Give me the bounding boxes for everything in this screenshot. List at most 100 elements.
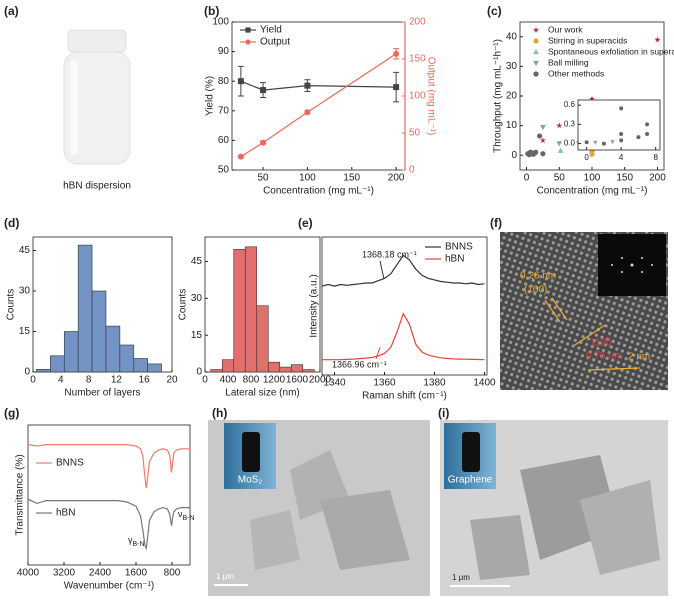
- inset-label: MoS₂: [238, 475, 263, 486]
- y-tick-label: 0: [196, 367, 202, 378]
- marker: [533, 149, 539, 155]
- x-tick-label: 8: [86, 375, 92, 386]
- bar: [50, 355, 65, 373]
- marker: [584, 140, 589, 145]
- x-tick-label: 4: [619, 153, 624, 162]
- series-line: [27, 444, 190, 489]
- legend-label: hBN: [56, 508, 75, 519]
- legend-label: Our work: [548, 24, 583, 34]
- legend-marker: [245, 27, 251, 33]
- x-tick-label: 200: [649, 173, 666, 184]
- x-tick-label: 2000: [309, 375, 332, 386]
- x-tick-label: 50: [554, 173, 566, 184]
- annotation: 1368.18 cm⁻¹: [362, 249, 417, 259]
- x-tick-label: 0: [202, 375, 208, 386]
- y-tick-label: 100: [212, 17, 229, 28]
- marker: [540, 151, 546, 157]
- bar: [233, 248, 246, 373]
- marker: [654, 36, 661, 43]
- bar: [119, 344, 135, 373]
- x-tick-label: 1200: [263, 375, 286, 386]
- x-tick-label: 3200: [53, 568, 76, 579]
- marker: [593, 140, 598, 145]
- caption: hBN dispersion: [63, 181, 131, 192]
- series-line: [27, 498, 190, 551]
- x-tick-label: 16: [139, 375, 151, 386]
- lattice-label: 0.26 nm: [520, 271, 556, 282]
- annotation: 1366.96 cm⁻¹: [332, 359, 387, 369]
- legend-label: Output: [260, 37, 290, 48]
- y2-tick-label: 100: [409, 91, 426, 102]
- bar: [147, 363, 162, 373]
- x-tick-label: 150: [343, 173, 360, 184]
- y-tick-label: 15: [191, 330, 203, 341]
- y2-tick-label: 0: [409, 165, 415, 176]
- y-tick-label: 30: [506, 61, 518, 72]
- x-tick-label: 0: [584, 153, 589, 162]
- marker: [304, 109, 311, 116]
- plot-frame: [27, 424, 191, 566]
- panel-label: (f): [490, 216, 502, 230]
- panel-labels: (a) (b) (c) (d) (e) (f) (g) (h) (i): [4, 4, 502, 420]
- legend-label: Other methods: [548, 68, 604, 78]
- scale-label: 1 μm: [216, 572, 234, 581]
- legend-marker: [533, 60, 539, 67]
- y-axis-label: Throughput (mg mL⁻¹h⁻¹): [493, 39, 504, 153]
- x-axis-label: Number of layers: [64, 388, 140, 399]
- annotation: νB-N: [178, 509, 195, 521]
- legend-label: hBN: [445, 254, 464, 265]
- y2-axis-label: Output (mg mL⁻¹): [425, 57, 436, 136]
- annotation-symbol: γ: [128, 535, 133, 545]
- x-tick-label: 20: [166, 375, 178, 386]
- scale-label: 2 nm: [628, 352, 650, 363]
- x-axis-label: Concentration (mg mL⁻¹): [263, 186, 374, 197]
- y2-tick-label: 150: [409, 54, 426, 65]
- marker: [619, 138, 624, 143]
- marker: [636, 135, 641, 140]
- plot-frame: [321, 236, 488, 376]
- y-tick-label: 0: [511, 150, 517, 161]
- legend-marker: [245, 39, 251, 45]
- hrtem-image: 0.26 nm (100) 1120 0.76 nm 2 nm: [500, 232, 668, 390]
- marker: [393, 84, 400, 91]
- legend-label: Stirring in superacids: [548, 35, 627, 45]
- bottle-photo: [63, 29, 131, 165]
- x-tick-label: 12: [111, 375, 123, 386]
- scale-label: 1 μm: [452, 573, 470, 582]
- x-tick-label: 0: [524, 173, 530, 184]
- panel-label: (a): [4, 4, 19, 18]
- annotation-symbol: ν: [178, 509, 183, 519]
- y-tick-label: 40: [506, 31, 518, 42]
- panel-label: (e): [298, 216, 313, 230]
- legend-label: Spontaneous exfoliation in superacids: [548, 46, 674, 56]
- x-tick-label: 1600: [286, 375, 309, 386]
- series-line: [240, 53, 397, 158]
- y-tick-label: 70: [218, 105, 230, 116]
- y-tick-label: 30: [19, 286, 31, 297]
- y-tick-label: 15: [19, 326, 31, 337]
- x-axis-label: Concentration (mg mL⁻¹): [537, 186, 648, 197]
- tem-image: MoS₂ 1 μm: [208, 420, 430, 596]
- tem-image: Graphene 1 μm: [440, 420, 668, 596]
- legend-label: Ball milling: [548, 57, 589, 67]
- y-axis-label: Transmittance (%): [15, 454, 26, 535]
- bar: [256, 305, 269, 373]
- lattice-label: (100): [524, 285, 547, 296]
- marker: [556, 141, 563, 147]
- x-tick-label: 800: [243, 375, 260, 386]
- y-tick-label: 60: [218, 135, 230, 146]
- series-line: [240, 80, 397, 91]
- legend-marker: [533, 38, 539, 44]
- marker: [619, 106, 624, 111]
- y2-tick-label: 200: [409, 17, 426, 28]
- bar: [267, 361, 281, 373]
- panel-label: (b): [204, 4, 219, 18]
- panel-label: (h): [212, 406, 227, 420]
- legend-label: Yield: [260, 25, 282, 36]
- x-tick-label: 1400: [473, 378, 496, 389]
- marker: [557, 147, 564, 153]
- x-tick-label: 100: [299, 173, 316, 184]
- annotation-subscript: B-N: [183, 515, 195, 522]
- y-tick-label: 20: [506, 91, 518, 102]
